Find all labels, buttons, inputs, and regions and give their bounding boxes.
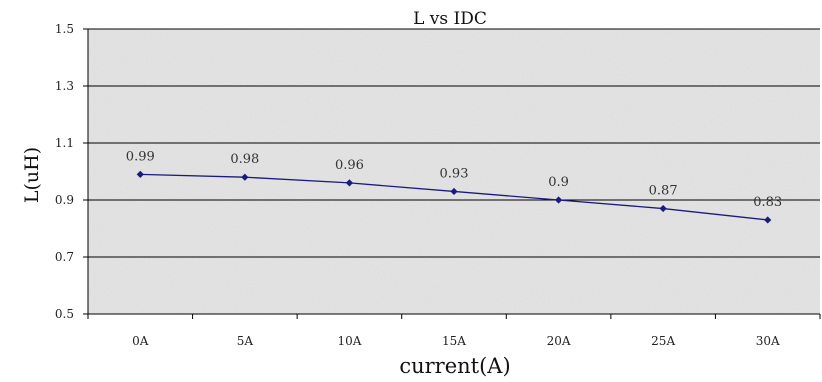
data-label: 0.9 <box>548 175 569 190</box>
x-axis-ticks: 0A 5A 10A 15A 20A 25A 30A <box>87 314 821 348</box>
data-point <box>241 173 249 181</box>
data-point <box>345 179 354 187</box>
gridlines <box>87 28 820 319</box>
data-point <box>554 196 563 204</box>
x-tick-label: 5A <box>237 334 254 348</box>
y-tick-label: 0.7 <box>55 250 74 264</box>
data-label: 0.96 <box>335 158 364 173</box>
data-label: 0.98 <box>230 152 259 167</box>
data-point <box>659 204 667 213</box>
data-label: 0.99 <box>126 149 155 164</box>
data-point <box>450 187 458 196</box>
y-tick-label: 0.5 <box>55 307 74 321</box>
data-labels: 0.99 0.98 0.96 0.93 0.9 0.87 0.83 <box>126 149 782 210</box>
data-label: 0.87 <box>649 184 678 199</box>
y-tick-label: 1.5 <box>55 22 74 36</box>
x-tick-label: 10A <box>337 334 361 348</box>
y-tick-label: 1.1 <box>55 136 74 150</box>
y-tick-label: 0.9 <box>55 193 74 207</box>
data-label: 0.93 <box>440 166 469 181</box>
data-point <box>764 216 772 224</box>
y-axis-ticks: 0.5 0.7 0.9 1.1 1.3 1.5 <box>55 22 88 321</box>
plot-texture <box>88 29 820 314</box>
x-tick-label: 25A <box>651 334 675 348</box>
x-tick-label: 30A <box>756 334 780 348</box>
data-markers <box>136 170 772 224</box>
plot-area: 0.5 0.7 0.9 1.1 1.3 1.5 0A 5A 10A 15A 20A 25A 30A 0… <box>55 22 821 348</box>
x-tick-label: 20A <box>547 334 571 348</box>
data-label: 0.83 <box>753 195 782 210</box>
x-tick-label: 15A <box>442 334 466 348</box>
chart-title: L vs IDC <box>413 9 487 29</box>
x-tick-label: 0A <box>132 334 149 348</box>
y-tick-label: 1.3 <box>55 79 74 93</box>
data-point <box>136 170 144 178</box>
y-axis-label: L(uH) <box>21 147 43 203</box>
x-axis-label: current(A) <box>399 354 510 378</box>
